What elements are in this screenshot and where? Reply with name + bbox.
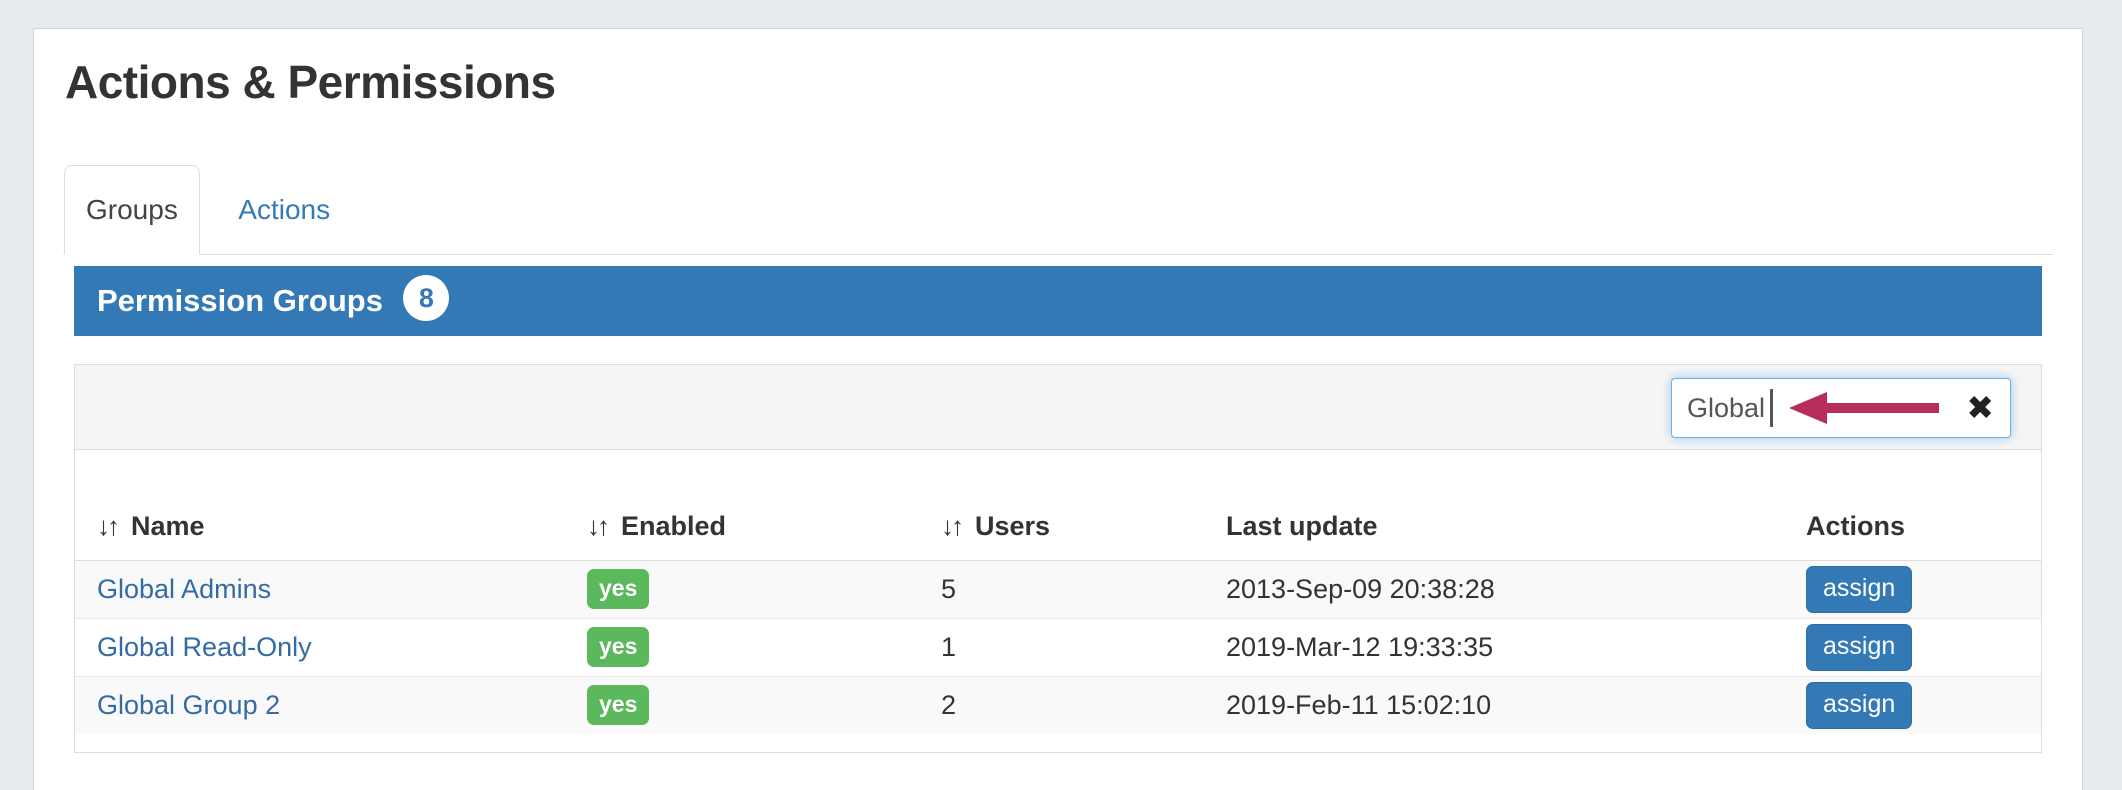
- table-row: Global Read-Only yes 1 2019-Mar-12 19:33…: [75, 617, 2041, 676]
- table-row: Global Admins yes 5 2013-Sep-09 20:38:28…: [75, 560, 2041, 618]
- tab-groups[interactable]: Groups: [64, 165, 200, 255]
- enabled-badge: yes: [587, 627, 650, 667]
- assign-button[interactable]: assign: [1806, 623, 1913, 671]
- group-name-link[interactable]: Global Group 2: [97, 689, 281, 720]
- tab-actions[interactable]: Actions: [238, 194, 331, 225]
- last-update-value: 2013-Sep-09 20:38:28: [1226, 573, 1495, 604]
- content-card: Actions & Permissions Groups Actions Per…: [33, 28, 2083, 790]
- column-header-label: Enabled: [621, 510, 727, 541]
- sort-icon[interactable]: ↓↑: [587, 510, 610, 541]
- column-header-label: Name: [131, 510, 205, 541]
- search-input[interactable]: [1671, 378, 2011, 438]
- clear-search-icon[interactable]: ✖: [1966, 389, 1994, 426]
- assign-button[interactable]: assign: [1806, 565, 1913, 613]
- grid-toolbar: ✖: [75, 365, 2041, 450]
- column-header-name[interactable]: ↓↑ Name: [75, 450, 565, 561]
- group-count-badge: 8: [403, 275, 450, 321]
- users-count: 2: [941, 689, 957, 720]
- column-header-actions: Actions: [1784, 450, 2041, 561]
- sort-icon[interactable]: ↓↑: [941, 510, 964, 541]
- assign-button[interactable]: assign: [1806, 681, 1913, 729]
- users-count: 5: [941, 573, 957, 604]
- group-name-link[interactable]: Global Admins: [97, 573, 272, 604]
- permission-groups-table: ↓↑ Name ↓↑ Enabled ↓↑ Users Last update Act: [75, 450, 2041, 734]
- column-header-last-update: Last update: [1204, 450, 1784, 561]
- panel-title: Permission Groups: [97, 283, 383, 318]
- text-cursor: [1770, 389, 1773, 427]
- table-header-row: ↓↑ Name ↓↑ Enabled ↓↑ Users Last update Act: [75, 450, 2041, 561]
- column-header-label: Users: [975, 510, 1051, 541]
- sort-icon[interactable]: ↓↑: [97, 510, 120, 541]
- panel-heading: Permission Groups 8: [74, 266, 2042, 336]
- enabled-badge: yes: [587, 685, 650, 726]
- group-name-link[interactable]: Global Read-Only: [97, 631, 312, 662]
- enabled-badge: yes: [587, 569, 650, 609]
- users-count: 1: [941, 631, 957, 662]
- column-header-enabled[interactable]: ↓↑ Enabled: [565, 450, 919, 561]
- page-title: Actions & Permissions: [65, 56, 556, 108]
- last-update-value: 2019-Feb-11 15:02:10: [1226, 689, 1492, 720]
- column-header-label: Last update: [1226, 510, 1378, 541]
- column-header-users[interactable]: ↓↑ Users: [919, 450, 1204, 561]
- last-update-value: 2019-Mar-12 19:33:35: [1226, 631, 1494, 662]
- column-header-label: Actions: [1806, 510, 1906, 541]
- groups-grid-container: ✖ ↓↑Name ↓↑Enabl: [74, 364, 2042, 753]
- table-row: Global Group 2 yes 2 2019-Feb-11 15:02:1…: [75, 675, 2041, 734]
- search-box: ✖: [1671, 378, 2011, 438]
- tab-bar: Groups Actions: [63, 165, 2053, 255]
